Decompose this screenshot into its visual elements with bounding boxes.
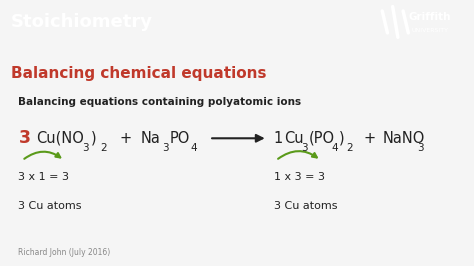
Text: Griffith: Griffith [409, 12, 451, 22]
Text: ): ) [91, 131, 97, 146]
Text: 4: 4 [191, 143, 198, 153]
Text: 3 x 1 = 3: 3 x 1 = 3 [18, 172, 69, 182]
Text: Cu: Cu [283, 131, 303, 146]
Text: +: + [119, 131, 132, 146]
Text: Balancing chemical equations: Balancing chemical equations [11, 66, 267, 81]
Text: UNIVERSITY: UNIVERSITY [412, 28, 449, 33]
Text: Balancing equations containing polyatomic ions: Balancing equations containing polyatomi… [18, 97, 301, 107]
Text: Cu(NO: Cu(NO [36, 131, 84, 146]
Text: 3 Cu atoms: 3 Cu atoms [273, 201, 337, 211]
Text: 1 x 3 = 3: 1 x 3 = 3 [273, 172, 325, 182]
Text: +: + [363, 131, 375, 146]
Text: 3: 3 [18, 129, 30, 147]
Text: (PO: (PO [309, 131, 335, 146]
Text: Na: Na [140, 131, 160, 146]
Text: 3: 3 [162, 143, 168, 153]
Text: ): ) [339, 131, 345, 146]
Text: 3: 3 [418, 143, 424, 153]
Text: 2: 2 [100, 143, 107, 153]
Text: 3: 3 [301, 143, 308, 153]
Text: 3 Cu atoms: 3 Cu atoms [18, 201, 82, 211]
Text: PO: PO [169, 131, 190, 146]
Text: Stoichiometry: Stoichiometry [10, 13, 153, 31]
Text: 1: 1 [273, 131, 283, 146]
Text: Richard John (July 2016): Richard John (July 2016) [18, 248, 110, 257]
FancyArrowPatch shape [278, 151, 317, 159]
Text: 4: 4 [331, 143, 338, 153]
Text: NaNO: NaNO [383, 131, 425, 146]
Text: 2: 2 [346, 143, 352, 153]
Text: 3: 3 [82, 143, 89, 153]
FancyArrowPatch shape [24, 152, 60, 159]
